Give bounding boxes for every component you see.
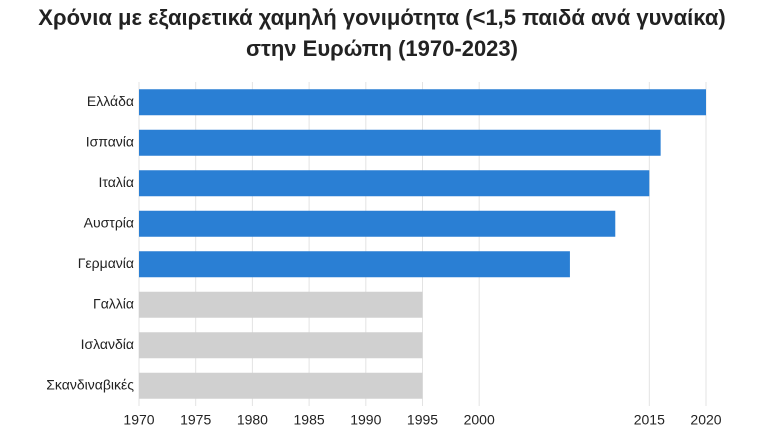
x-tick-label: 1995 <box>407 412 438 428</box>
y-tick-label: Ιταλία <box>98 174 134 190</box>
x-tick-label: 1980 <box>237 412 268 428</box>
bar <box>139 170 650 197</box>
y-tick-label: Γερμανία <box>78 255 134 271</box>
x-tick-label: 1975 <box>180 412 211 428</box>
y-tick-label: Ισλανδία <box>81 336 134 352</box>
x-tick-label: 1990 <box>350 412 381 428</box>
bar <box>139 291 423 318</box>
y-tick-label: Ισπανία <box>86 133 134 149</box>
bar <box>139 251 570 278</box>
chart-title: Χρόνια με εξαιρετικά χαμηλή γονιμότητα (… <box>38 5 726 61</box>
bar <box>139 210 616 237</box>
bar <box>139 129 661 156</box>
x-tick-label: 1985 <box>294 412 325 428</box>
y-tick-label: Σκανδιναβικές <box>46 376 134 392</box>
x-tick-label: 1970 <box>123 412 154 428</box>
bar <box>139 372 423 399</box>
x-tick-label: 2015 <box>634 412 665 428</box>
y-tick-label: Ελλάδα <box>87 93 134 109</box>
x-tick-label: 2020 <box>690 412 721 428</box>
bar <box>139 89 706 116</box>
x-tick-label: 2000 <box>464 412 495 428</box>
bar <box>139 332 423 359</box>
y-tick-label: Αυστρία <box>84 214 134 230</box>
y-tick-label: Γαλλία <box>93 295 134 311</box>
